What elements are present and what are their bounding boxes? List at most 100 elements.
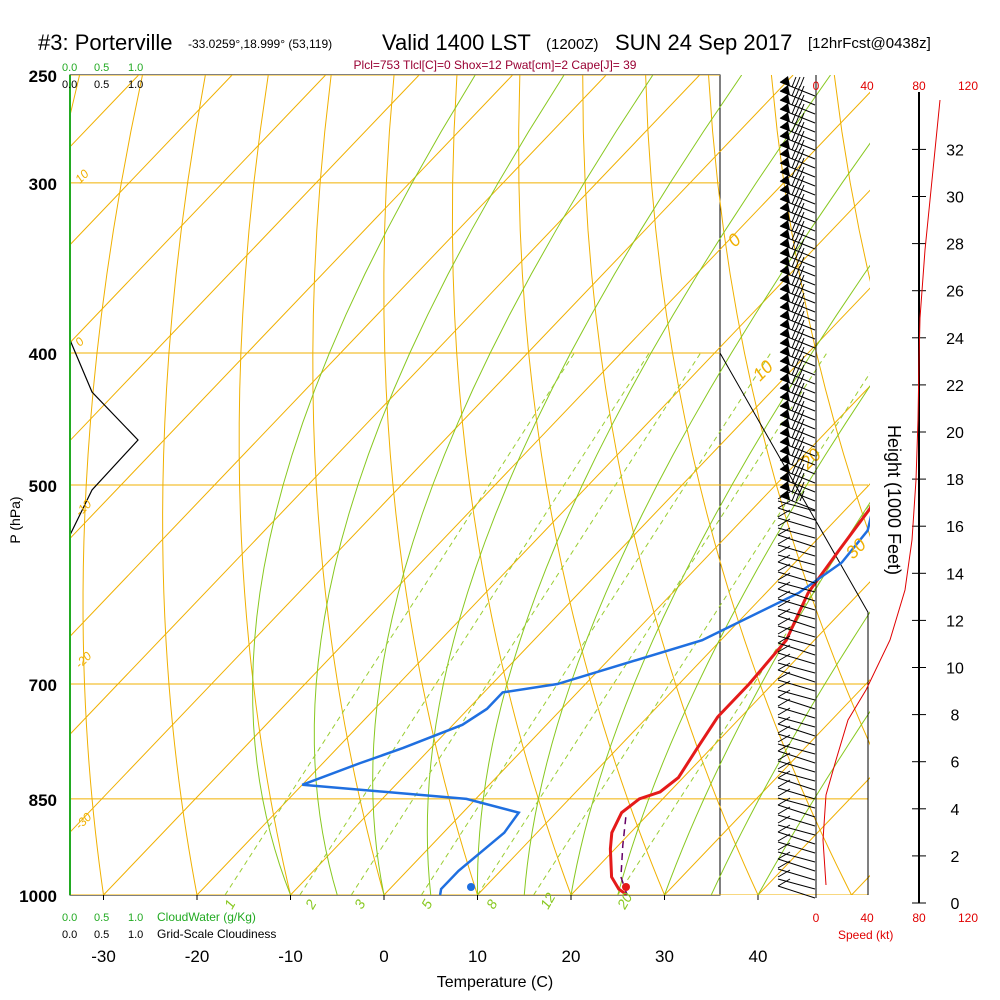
wind-barb-feather [791,130,797,142]
dry-adiabat [238,75,291,895]
wind-barb-flag [780,301,790,311]
moist-adiabat [426,75,743,895]
surface-dewpoint-dot [467,883,475,891]
isotherm-line [70,75,700,735]
wind-barb [777,680,816,701]
wind-barb-staff [779,90,816,106]
wind-barb [779,220,816,241]
wind-barb-staff [779,198,816,214]
wind-barb-staff [777,598,816,611]
wind-barb [779,319,816,340]
dewpoint-line [301,515,870,895]
dry-adiabat [383,75,478,895]
wind-barb [777,842,816,863]
x-tick-label: 20 [562,947,581,966]
moist-adiabat [710,611,870,895]
wind-barb-feather [799,238,805,250]
height-axis-label: Height (1000 Feet) [884,425,904,575]
wind-barb-feather [777,698,791,707]
wind-barb-feather [799,310,805,322]
wind-barb [779,454,816,475]
wind-barb [777,608,816,629]
wind-barb [779,247,816,268]
dry-adiabat [312,75,385,895]
wind-barb-feather [795,409,801,421]
wind-barb-feather [777,842,791,851]
wind-barb-feather [791,175,797,187]
wind-barb [777,653,816,674]
wind-barb-feather [799,121,805,133]
wind-barb-feather [795,103,801,115]
wind-barb-feather [777,581,791,590]
wind-barb-feather [795,355,801,367]
wind-barb-feather [795,400,801,412]
cloudwater-label: CloudWater (g/Kg) [157,910,256,924]
wind-barb-feather [799,319,805,331]
wind-barb-feather [791,292,797,304]
wind-barb-feather [791,481,797,493]
wind-barb-staff [779,108,816,124]
wind-barb-feather [791,382,797,394]
wind-barb-flag [780,355,790,365]
wind-barb [777,779,816,800]
wind-barb-feather [799,463,805,475]
wind-barb-feather [791,148,797,160]
wind-barb [779,400,816,421]
wind-barb [779,346,816,367]
wind-barb-staff [777,706,816,719]
wind-barb [779,310,816,331]
wind-barb-staff [777,554,816,566]
wedge-outline [719,352,869,895]
wind-barb-feather [777,815,791,824]
wind-barb-feather [777,707,791,716]
wind-barb [777,635,816,656]
wind-barb [779,112,816,133]
wind-barb-flag [780,373,790,383]
forecast-stamp: [12hrFcst@0438z] [808,35,931,52]
wind-barb [779,463,816,484]
wind-barb [779,409,816,430]
wind-barb [779,391,816,412]
wind-barb-feather [791,490,797,502]
cloudiness-scale-top: 0.5 [94,79,109,91]
wind-barb-feather [795,319,801,331]
wind-barb-staff [777,689,816,701]
wind-barb-flag [780,229,790,239]
wind-barb-flag [780,211,790,221]
wind-barb-feather [777,833,791,842]
wind-barb-staff [777,750,816,764]
wind-barb [779,382,816,403]
wind-barb-feather [777,563,791,572]
wind-barb-staff [777,824,816,836]
profile-clip [301,504,870,895]
wind-barb-staff [777,571,816,584]
speed-tick-top: 0 [813,79,820,93]
wind-barb-feather [791,229,797,241]
wind-barb-staff [779,144,816,160]
height-tick-label: 26 [946,284,964,301]
wind-barb [779,148,816,169]
wind-barb-feather [799,76,805,88]
isotherm-label: 0 [724,230,745,251]
wind-barb-staff [779,234,816,250]
isotherm-line [70,75,513,540]
cloudiness-scale-top: 0.0 [62,79,77,91]
wind-barb-feather [791,400,797,412]
cloudiness-label: Grid-Scale Cloudiness [157,927,276,941]
wind-barb-feather [791,472,797,484]
moist-adiabat [617,385,870,895]
x-tick-label: -20 [185,947,210,966]
wind-barb-feather [777,743,791,752]
wind-barb [777,626,816,647]
wind-barb-flag [780,310,790,320]
wind-barb-staff [777,770,816,782]
wind-barb-staff [779,162,816,178]
wind-barb-staff [777,841,816,854]
wind-barb-flag [780,148,790,158]
wind-barb-flag [780,157,790,167]
wind-barb-staff [779,315,816,331]
wind-barb-feather [799,427,805,439]
wind-barb-staff [779,297,816,313]
wind-barb-flag [780,391,790,401]
wind-barb-feather [791,193,797,205]
